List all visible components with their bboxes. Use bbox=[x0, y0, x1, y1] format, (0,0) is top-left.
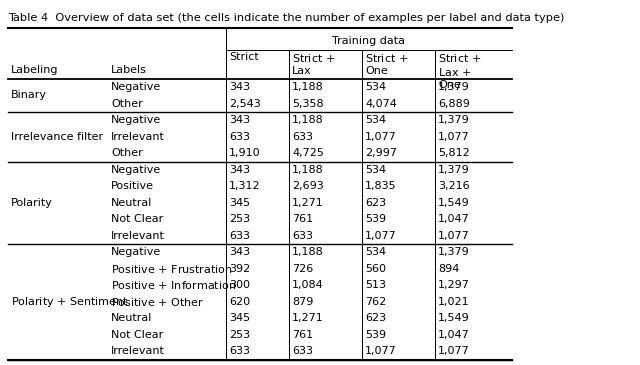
Text: 300: 300 bbox=[229, 280, 250, 290]
Text: 1,188: 1,188 bbox=[292, 82, 324, 92]
Text: 3,216: 3,216 bbox=[438, 181, 470, 191]
Text: 1,188: 1,188 bbox=[292, 247, 324, 257]
Text: Training data: Training data bbox=[333, 36, 406, 46]
Text: 534: 534 bbox=[365, 165, 386, 175]
Text: 1,077: 1,077 bbox=[365, 231, 397, 241]
Text: 2,997: 2,997 bbox=[365, 148, 397, 158]
Text: Strict $+$
One: Strict $+$ One bbox=[365, 52, 408, 76]
Text: 513: 513 bbox=[365, 280, 386, 290]
Text: Neutral: Neutral bbox=[111, 198, 152, 208]
Text: 1,077: 1,077 bbox=[365, 132, 397, 142]
Text: 761: 761 bbox=[292, 214, 313, 224]
Text: 1,549: 1,549 bbox=[438, 198, 470, 208]
Text: 343: 343 bbox=[229, 165, 250, 175]
Text: Irrelevant: Irrelevant bbox=[111, 231, 165, 241]
Text: 1,021: 1,021 bbox=[438, 297, 470, 307]
Text: 534: 534 bbox=[365, 115, 386, 125]
Text: Irrelevance filter: Irrelevance filter bbox=[11, 132, 103, 142]
Text: 343: 343 bbox=[229, 247, 250, 257]
Text: Negative: Negative bbox=[111, 247, 161, 257]
Text: Table 4  Overview of data set (the cells indicate the number of examples per lab: Table 4 Overview of data set (the cells … bbox=[8, 13, 564, 23]
Text: Strict $+$
Lax $+$
One: Strict $+$ Lax $+$ One bbox=[438, 52, 481, 89]
Text: 1,549: 1,549 bbox=[438, 313, 470, 323]
Text: 345: 345 bbox=[229, 198, 250, 208]
Text: 4,074: 4,074 bbox=[365, 99, 397, 109]
Text: Positive $+$ Frustration: Positive $+$ Frustration bbox=[111, 263, 232, 275]
Text: Polarity: Polarity bbox=[11, 198, 53, 208]
Text: 1,271: 1,271 bbox=[292, 313, 324, 323]
Text: 1,835: 1,835 bbox=[365, 181, 397, 191]
Text: 1,084: 1,084 bbox=[292, 280, 324, 290]
Text: 5,812: 5,812 bbox=[438, 148, 470, 158]
Text: 1,910: 1,910 bbox=[229, 148, 260, 158]
Text: 6,889: 6,889 bbox=[438, 99, 470, 109]
Text: 1,047: 1,047 bbox=[438, 330, 470, 340]
Text: 879: 879 bbox=[292, 297, 314, 307]
Text: Irrelevant: Irrelevant bbox=[111, 132, 165, 142]
Text: 392: 392 bbox=[229, 264, 250, 274]
Text: 633: 633 bbox=[292, 132, 313, 142]
Text: 2,693: 2,693 bbox=[292, 181, 324, 191]
Text: 726: 726 bbox=[292, 264, 313, 274]
Text: Strict $+$
Lax: Strict $+$ Lax bbox=[292, 52, 335, 76]
Text: Positive $+$ Information: Positive $+$ Information bbox=[111, 279, 236, 291]
Text: 4,725: 4,725 bbox=[292, 148, 324, 158]
Text: Strict: Strict bbox=[229, 52, 259, 62]
Text: 633: 633 bbox=[292, 231, 313, 241]
Text: Not Clear: Not Clear bbox=[111, 214, 163, 224]
Text: 1,188: 1,188 bbox=[292, 115, 324, 125]
Text: 1,297: 1,297 bbox=[438, 280, 470, 290]
Text: Negative: Negative bbox=[111, 82, 161, 92]
Text: Neutral: Neutral bbox=[111, 313, 152, 323]
Text: Negative: Negative bbox=[111, 165, 161, 175]
Text: 253: 253 bbox=[229, 214, 250, 224]
Text: 633: 633 bbox=[229, 132, 250, 142]
Text: 623: 623 bbox=[365, 198, 386, 208]
Text: Polarity $+$ Sentiment: Polarity $+$ Sentiment bbox=[11, 295, 129, 309]
Text: Positive: Positive bbox=[111, 181, 154, 191]
Text: 762: 762 bbox=[365, 297, 387, 307]
Text: 761: 761 bbox=[292, 330, 313, 340]
Text: 1,379: 1,379 bbox=[438, 115, 470, 125]
Text: 1,271: 1,271 bbox=[292, 198, 324, 208]
Text: Binary: Binary bbox=[11, 91, 47, 100]
Text: 620: 620 bbox=[229, 297, 250, 307]
Text: 1,379: 1,379 bbox=[438, 82, 470, 92]
Text: Not Clear: Not Clear bbox=[111, 330, 163, 340]
Text: 343: 343 bbox=[229, 115, 250, 125]
Text: 1,188: 1,188 bbox=[292, 165, 324, 175]
Text: Other: Other bbox=[111, 148, 143, 158]
Text: 253: 253 bbox=[229, 330, 250, 340]
Text: 1,312: 1,312 bbox=[229, 181, 260, 191]
Text: 1,077: 1,077 bbox=[438, 346, 470, 356]
Text: 894: 894 bbox=[438, 264, 460, 274]
Text: 1,379: 1,379 bbox=[438, 247, 470, 257]
Text: 534: 534 bbox=[365, 247, 386, 257]
Text: 1,077: 1,077 bbox=[438, 231, 470, 241]
Text: Negative: Negative bbox=[111, 115, 161, 125]
Text: Labeling: Labeling bbox=[11, 65, 58, 75]
Text: 539: 539 bbox=[365, 330, 386, 340]
Text: Positive $+$ Other: Positive $+$ Other bbox=[111, 296, 204, 308]
Text: 633: 633 bbox=[292, 346, 313, 356]
Text: 1,077: 1,077 bbox=[365, 346, 397, 356]
Text: Labels: Labels bbox=[111, 65, 147, 75]
Text: Other: Other bbox=[111, 99, 143, 109]
Text: 534: 534 bbox=[365, 82, 386, 92]
Text: 2,543: 2,543 bbox=[229, 99, 260, 109]
Text: 1,047: 1,047 bbox=[438, 214, 470, 224]
Text: 5,358: 5,358 bbox=[292, 99, 324, 109]
Text: 623: 623 bbox=[365, 313, 386, 323]
Text: 345: 345 bbox=[229, 313, 250, 323]
Text: Irrelevant: Irrelevant bbox=[111, 346, 165, 356]
Text: 560: 560 bbox=[365, 264, 386, 274]
Text: 633: 633 bbox=[229, 346, 250, 356]
Text: 1,077: 1,077 bbox=[438, 132, 470, 142]
Text: 343: 343 bbox=[229, 82, 250, 92]
Text: 1,379: 1,379 bbox=[438, 165, 470, 175]
Text: 539: 539 bbox=[365, 214, 386, 224]
Text: 633: 633 bbox=[229, 231, 250, 241]
